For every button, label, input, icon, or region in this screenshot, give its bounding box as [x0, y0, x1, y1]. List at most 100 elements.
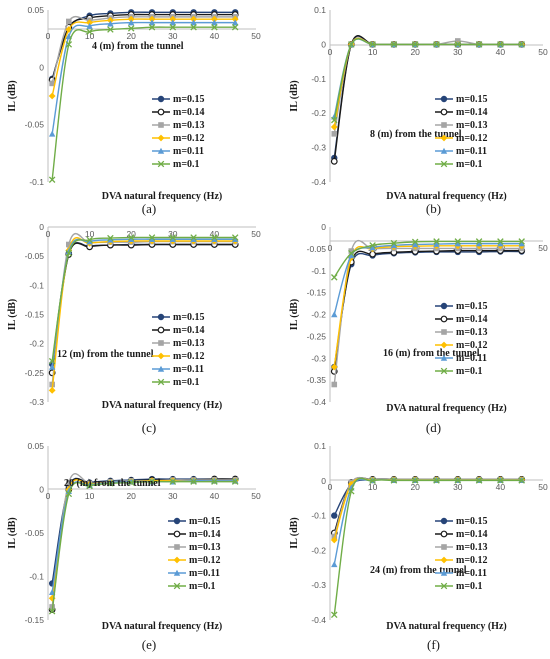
- x-tick-label: 20: [126, 491, 136, 501]
- x-tick-label: 0: [46, 31, 51, 41]
- legend-entry: m=0.14: [435, 314, 488, 325]
- y-tick-label: -0.2: [311, 310, 326, 320]
- data-point: [330, 536, 338, 544]
- data-point: [211, 236, 218, 243]
- data-point: [369, 477, 376, 485]
- legend-label: m=0.1: [456, 366, 483, 377]
- data-point: [231, 478, 239, 485]
- data-point: [232, 236, 239, 243]
- legend-marker: [157, 95, 165, 103]
- x-tick-label: 0: [328, 243, 333, 253]
- x-tick-label: 30: [168, 491, 178, 501]
- x-tick-label: 30: [453, 47, 463, 57]
- chart-panel: 0 -0.05 -0.1 -0.15 -0.2 -0.25 -0.3 0 10 20 30 40 50 1…: [7, 222, 261, 435]
- legend-entry: m=0.14: [152, 325, 205, 336]
- legend-entry: m=0.11: [168, 568, 220, 579]
- legend-label: m=0.1: [173, 377, 200, 388]
- x-tick-label: 20: [410, 482, 420, 492]
- legend-entry: m=0.15: [435, 301, 488, 312]
- y-tick-label: -0.25: [307, 331, 327, 341]
- chart-panel: 0.1 0 -0.1 -0.2 -0.3 -0.4 0 10 20 30 40 50 24 (m) fr…: [289, 441, 548, 652]
- data-point: [107, 236, 114, 243]
- y-tick-label: -0.1: [29, 280, 44, 290]
- legend-marker: [173, 556, 181, 564]
- data-series: [48, 19, 239, 137]
- legend-marker: [157, 352, 165, 360]
- chart-panel: 0.05 0 -0.05 -0.1 -0.15 0 10 20 30 40 50 20 (m) fro…: [7, 441, 261, 652]
- y-tick-label: -0.2: [311, 545, 326, 555]
- data-series: [48, 478, 239, 615]
- data-point: [411, 238, 419, 246]
- series-line: [51, 15, 236, 84]
- series-line: [333, 37, 522, 134]
- data-series: [48, 23, 239, 183]
- legend-marker: [173, 530, 181, 538]
- legend-entry: m=0.12: [435, 555, 488, 566]
- data-point: [127, 479, 135, 486]
- chart-panel: 0.1 0 -0.1 -0.2 -0.3 -0.4 0 10 20 30 40 50 8 (m) fro…: [289, 5, 548, 216]
- x-tick-label: 0: [328, 482, 333, 492]
- data-point: [107, 26, 114, 33]
- legend-label: m=0.13: [189, 542, 221, 553]
- data-point: [65, 490, 73, 498]
- y-tick-label: -0.3: [311, 143, 326, 153]
- data-point: [148, 236, 156, 243]
- series-line: [333, 37, 522, 128]
- legend: m=0.15 m=0.14 m=0.13 m=0.12 m=0.11 m=0.1: [435, 94, 488, 170]
- data-point: [169, 234, 177, 241]
- legend-marker: [157, 365, 165, 372]
- legend-label: m=0.11: [456, 146, 487, 157]
- legend-label: m=0.14: [456, 107, 488, 118]
- distance-annotation: 16 (m) from the tunnel: [383, 348, 480, 359]
- x-axis-label: DVA natural frequency (Hz): [386, 191, 506, 202]
- legend-entry: m=0.1: [435, 581, 483, 592]
- data-point: [48, 130, 56, 137]
- data-series: [48, 234, 239, 365]
- data-point: [48, 363, 56, 370]
- data-point: [86, 238, 93, 245]
- data-point: [454, 41, 462, 48]
- x-tick-label: 50: [538, 243, 548, 253]
- data-point: [48, 357, 56, 365]
- data-point: [348, 248, 355, 254]
- data-point: [331, 381, 338, 388]
- y-tick-label: 0: [321, 39, 326, 49]
- legend-entry: m=0.15: [168, 516, 221, 527]
- legend-marker: [157, 147, 165, 154]
- y-tick-label: -0.3: [29, 397, 44, 407]
- data-point: [497, 238, 504, 245]
- x-axis-label: DVA natural frequency (Hz): [386, 621, 506, 632]
- legend-label: m=0.11: [173, 364, 204, 375]
- series-line: [333, 239, 522, 385]
- data-point: [433, 41, 440, 48]
- legend-entry: m=0.12: [435, 340, 488, 351]
- data-point: [66, 479, 72, 486]
- data-point: [169, 15, 177, 23]
- legend-label: m=0.13: [173, 120, 205, 131]
- x-tick-label: 0: [46, 491, 51, 501]
- data-point: [518, 238, 525, 245]
- legend-marker: [440, 354, 448, 361]
- x-tick-label: 10: [368, 482, 378, 492]
- data-series: [331, 239, 525, 388]
- data-point: [475, 477, 483, 484]
- legend-label: m=0.15: [173, 312, 205, 323]
- data-point: [86, 482, 93, 490]
- y-axis-label: IL (dB): [7, 80, 18, 111]
- data-point: [211, 478, 218, 485]
- data-point: [86, 236, 93, 244]
- legend-entry: m=0.13: [168, 542, 221, 553]
- data-point: [231, 15, 239, 23]
- y-tick-label: 0.05: [27, 441, 44, 451]
- x-tick-label: 40: [496, 47, 506, 57]
- y-axis-label: IL (dB): [289, 80, 300, 111]
- data-point: [66, 18, 72, 25]
- series-line: [333, 240, 522, 278]
- panel-label: (f): [427, 637, 440, 652]
- data-point: [148, 23, 156, 31]
- series-line: [51, 242, 236, 365]
- legend-label: m=0.11: [456, 568, 487, 579]
- legend-marker: [440, 582, 448, 590]
- data-series: [48, 236, 239, 370]
- y-tick-label: -0.35: [307, 375, 327, 385]
